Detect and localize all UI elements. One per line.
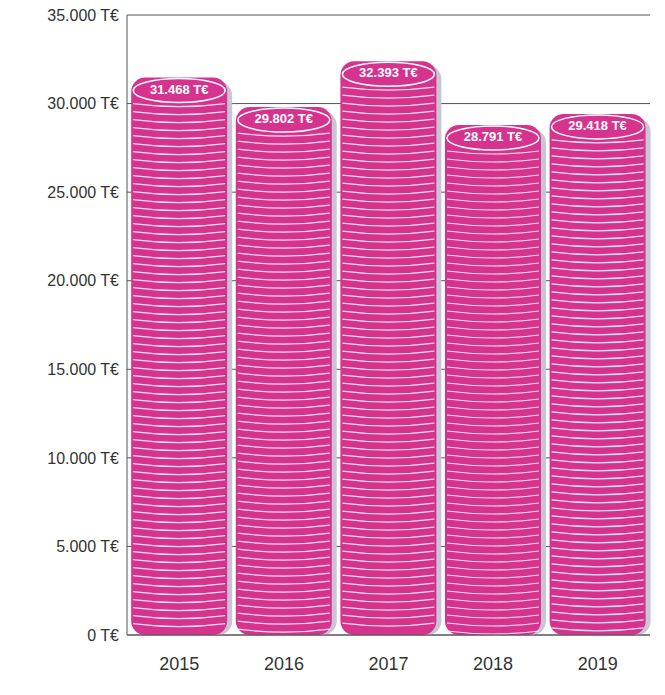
svg-text:25.000 T€: 25.000 T€ <box>47 184 119 201</box>
svg-text:2016: 2016 <box>264 654 304 674</box>
svg-text:31.468 T€: 31.468 T€ <box>150 82 209 97</box>
svg-text:5.000 T€: 5.000 T€ <box>56 538 119 555</box>
svg-text:10.000 T€: 10.000 T€ <box>47 450 119 467</box>
svg-text:0 T€: 0 T€ <box>87 627 119 644</box>
svg-text:2017: 2017 <box>368 654 408 674</box>
svg-text:20.000 T€: 20.000 T€ <box>47 272 119 289</box>
svg-text:2018: 2018 <box>473 654 513 674</box>
svg-text:15.000 T€: 15.000 T€ <box>47 361 119 378</box>
svg-text:2015: 2015 <box>159 654 199 674</box>
svg-text:35.000 T€: 35.000 T€ <box>47 7 119 24</box>
svg-text:29.802 T€: 29.802 T€ <box>255 111 314 126</box>
svg-text:32.393 T€: 32.393 T€ <box>359 65 418 80</box>
svg-text:30.000 T€: 30.000 T€ <box>47 95 119 112</box>
svg-text:2019: 2019 <box>578 654 618 674</box>
svg-text:29.418 T€: 29.418 T€ <box>568 118 627 133</box>
svg-text:28.791 T€: 28.791 T€ <box>464 129 523 144</box>
